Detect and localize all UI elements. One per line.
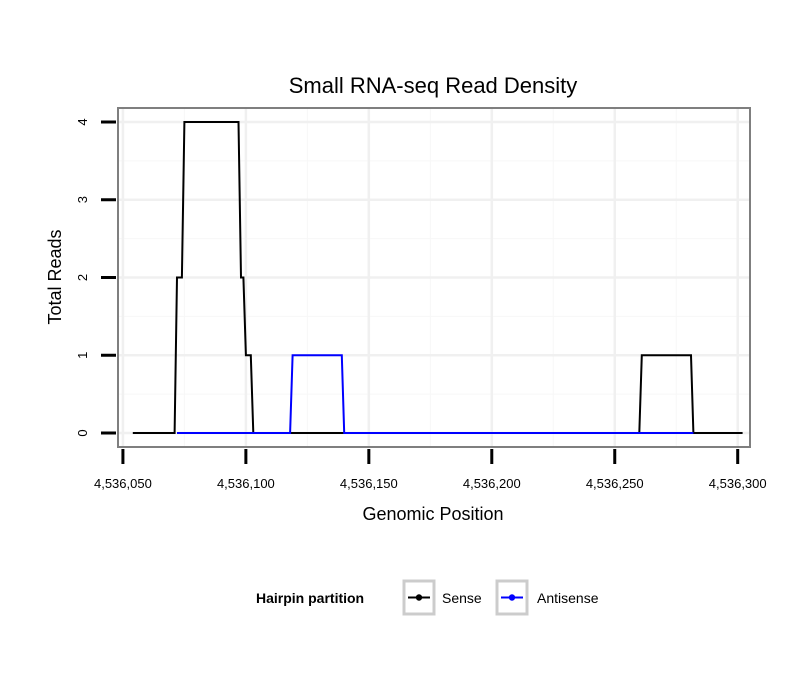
legend-label: Sense — [442, 590, 482, 606]
legend-title: Hairpin partition — [256, 590, 364, 606]
y-axis: 0 1 2 3 4 — [75, 118, 116, 437]
x-tick-label: 4,536,150 — [340, 476, 398, 491]
legend-label: Antisense — [537, 590, 599, 606]
legend-items: Sense Antisense — [402, 579, 599, 616]
x-tick-label: 4,536,200 — [463, 476, 521, 491]
legend-item-antisense: Antisense — [495, 579, 599, 616]
legend-key-point — [508, 594, 516, 601]
y-tick-label: 1 — [75, 352, 90, 359]
x-tick-label: 4,536,050 — [94, 476, 152, 491]
series-line-antisense — [177, 354, 694, 434]
x-axis: 4,536,050 4,536,100 4,536,150 4,536,200 4,53… — [94, 449, 767, 491]
y-tick-label: 3 — [75, 196, 90, 203]
series-line-sense — [132, 121, 743, 434]
x-tick-label: 4,536,300 — [709, 476, 767, 491]
legend-item-sense: Sense — [402, 579, 482, 616]
y-axis-title: Total Reads — [45, 229, 65, 324]
grid-lines — [118, 108, 750, 447]
x-axis-title: Genomic Position — [362, 504, 503, 524]
y-tick-label: 0 — [75, 429, 90, 436]
chart-title: Small RNA-seq Read Density — [289, 73, 578, 98]
plot-panel-border — [117, 107, 751, 448]
series-layer — [132, 121, 743, 434]
legend: Hairpin partition Sense Antisense — [256, 579, 599, 616]
y-tick-label: 4 — [75, 118, 90, 125]
x-tick-label: 4,536,100 — [217, 476, 275, 491]
x-tick-label: 4,536,250 — [586, 476, 644, 491]
legend-key-point — [415, 594, 423, 601]
y-tick-label: 2 — [75, 274, 90, 281]
